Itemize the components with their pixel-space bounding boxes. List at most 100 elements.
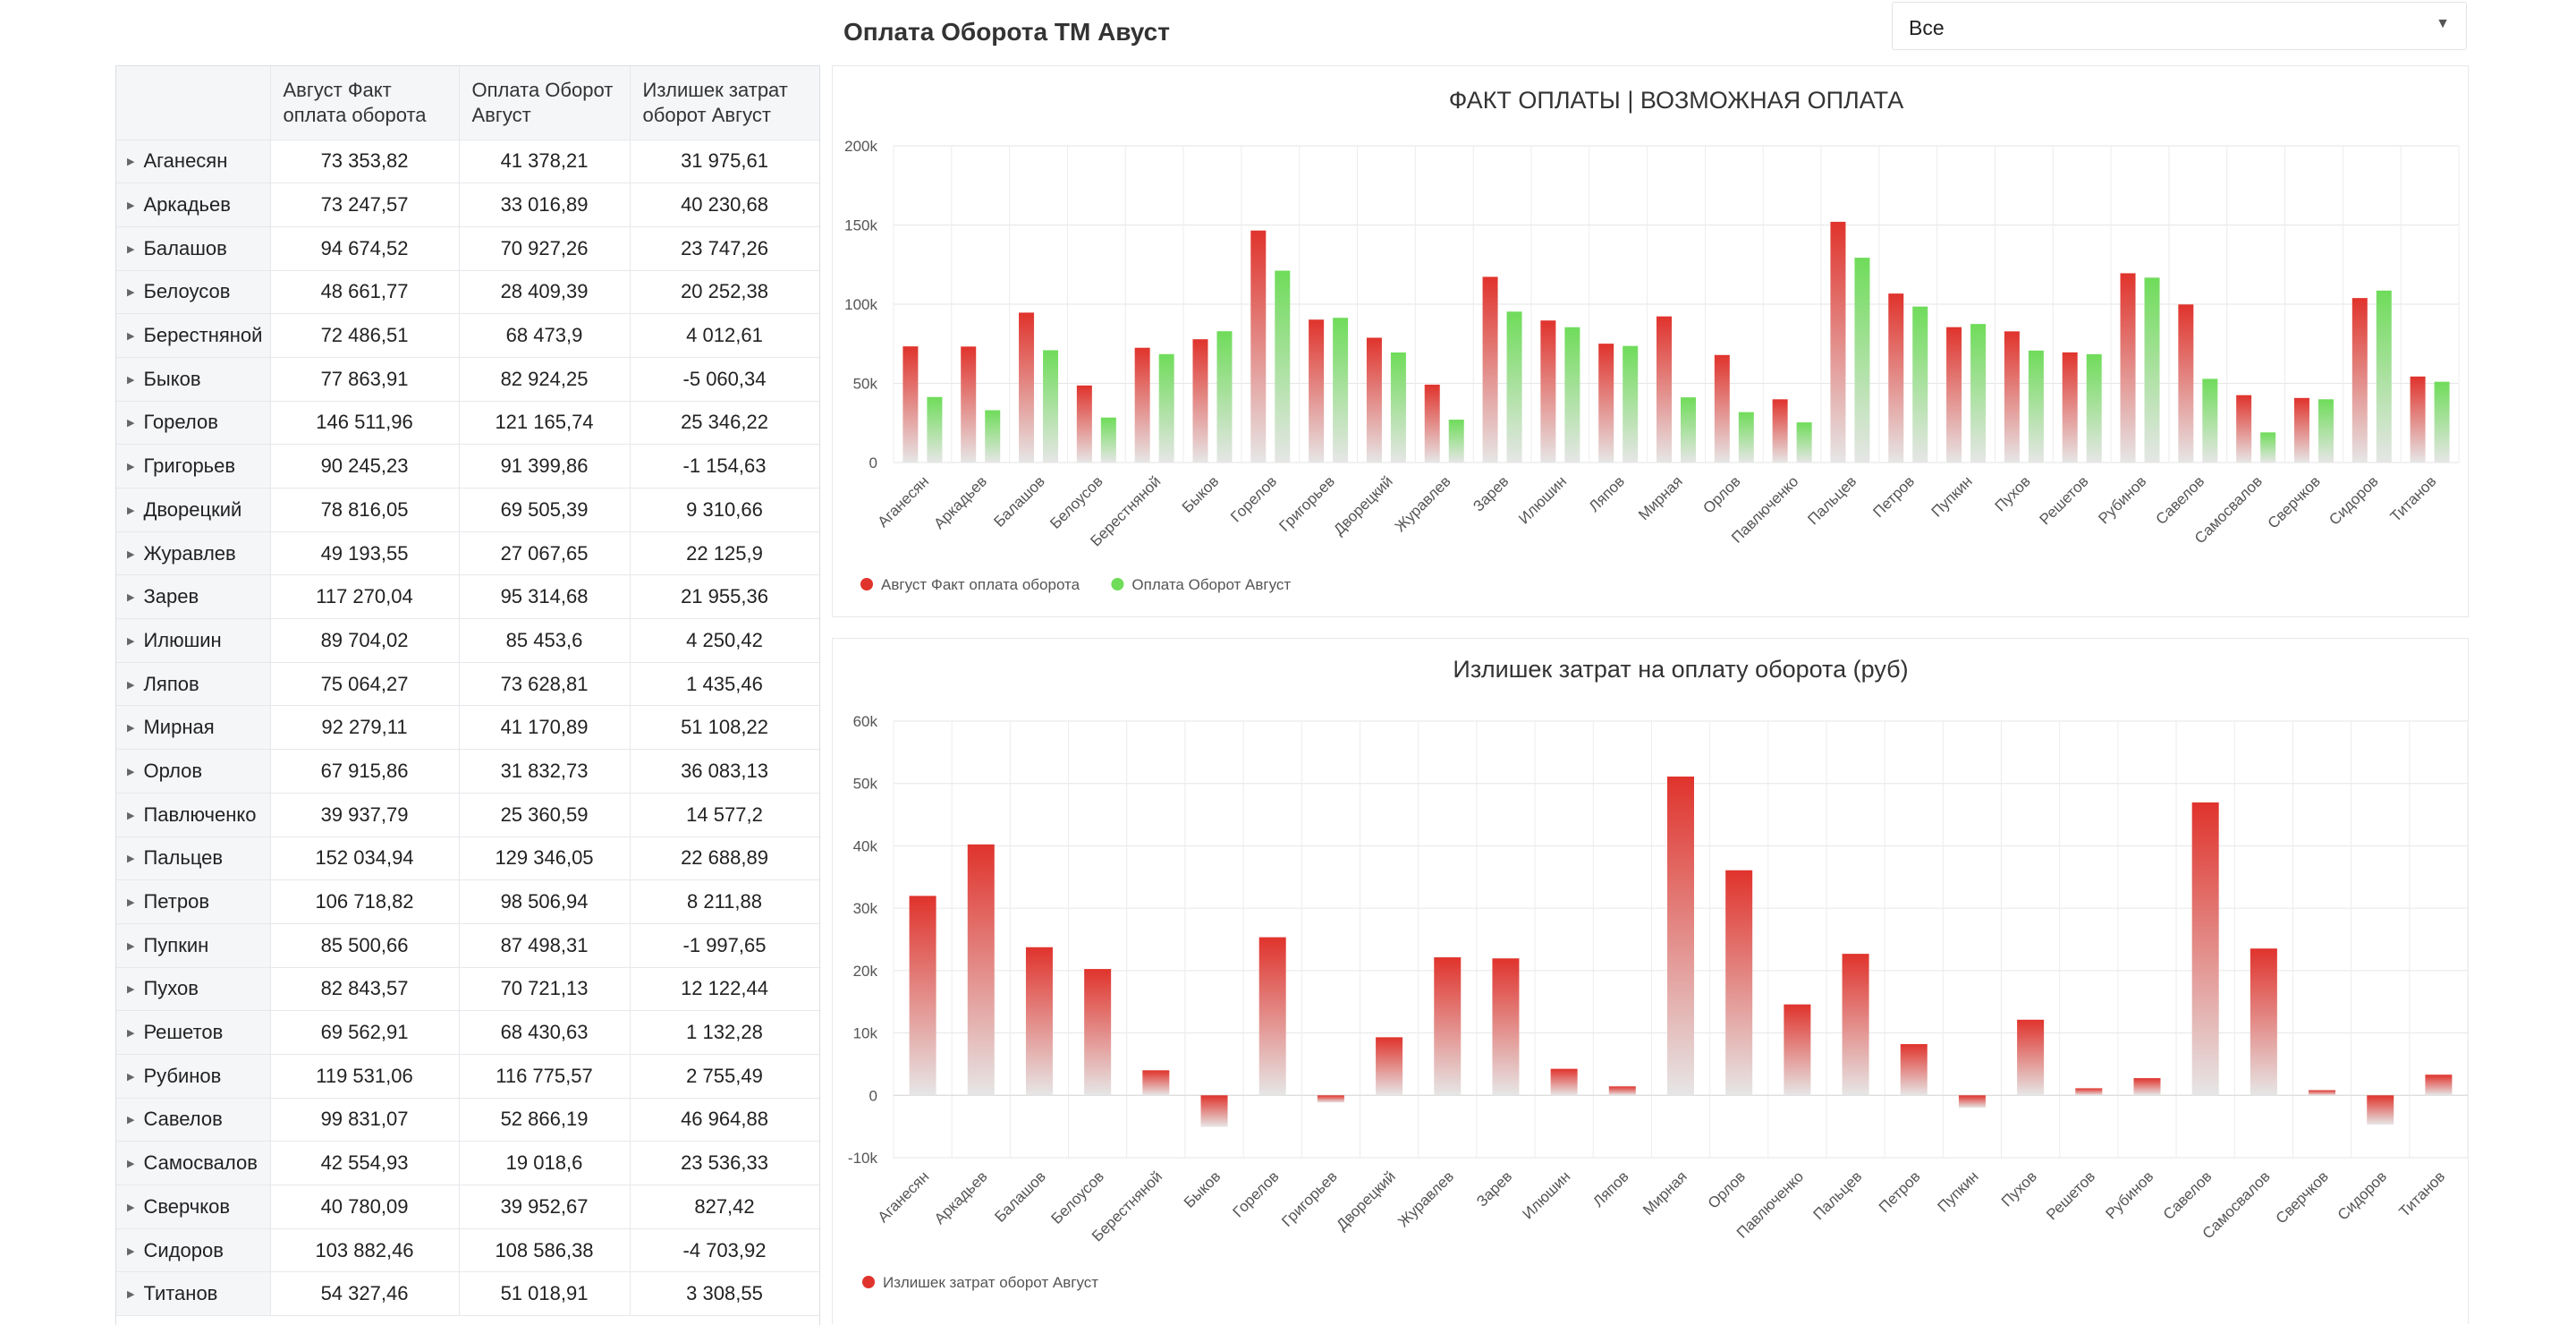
row-header[interactable]: ▶ Павлюченко [116,793,271,837]
bar[interactable] [1667,776,1694,1096]
expand-triangle-icon[interactable]: ▶ [127,418,135,429]
bar[interactable] [1506,311,1522,463]
bar[interactable] [1100,417,1116,463]
bar[interactable] [2075,1088,2103,1096]
bar[interactable] [1200,1095,1228,1127]
row-header[interactable]: ▶ Мирная [116,705,271,751]
bar[interactable] [1796,422,1812,463]
bar[interactable] [2178,304,2194,463]
bar[interactable] [1019,312,1035,463]
bar[interactable] [1216,331,1233,463]
row-header[interactable]: ▶ Горелов [116,401,271,446]
expand-triangle-icon[interactable]: ▶ [127,331,135,343]
bar[interactable] [1142,1070,1170,1096]
bar[interactable] [1390,352,1406,463]
row-header[interactable]: ▶ Зарев [116,574,271,620]
expand-triangle-icon[interactable]: ▶ [127,1071,135,1083]
row-header[interactable]: ▶ Аганесян [116,140,271,184]
bar[interactable] [1448,420,1464,463]
bar[interactable] [1598,344,1614,463]
expand-triangle-icon[interactable]: ▶ [127,897,135,909]
row-header[interactable]: ▶ Балашов [116,226,271,271]
row-header[interactable]: ▶ Сидоров [116,1228,271,1273]
bar[interactable] [1830,221,1846,463]
bar[interactable] [2250,948,2277,1096]
bar[interactable] [967,844,995,1096]
bar[interactable] [1608,1086,1636,1096]
legend-label[interactable]: Оплата Оборот Август [1131,576,1291,593]
row-header[interactable]: ▶ Самосвалов [116,1141,271,1185]
bar[interactable] [2376,290,2392,463]
row-header[interactable]: ▶ Рубинов [116,1054,271,1099]
column-header[interactable]: Август Факт оплата оборота [270,66,460,140]
bar[interactable] [1564,327,1580,463]
expand-triangle-icon[interactable]: ▶ [127,1245,135,1257]
bar[interactable] [1084,969,1112,1096]
bar[interactable] [1681,397,1696,463]
bar[interactable] [2086,353,2102,463]
legend-marker[interactable] [860,578,873,590]
legend-marker[interactable] [862,1276,875,1288]
row-header[interactable]: ▶ Пупкин [116,923,271,968]
bar[interactable] [1900,1044,1928,1096]
bar[interactable] [985,410,1001,463]
expand-triangle-icon[interactable]: ▶ [127,243,135,255]
expand-triangle-icon[interactable]: ▶ [127,1115,135,1126]
bar[interactable] [1540,320,1556,463]
bar[interactable] [1434,957,1462,1096]
expand-triangle-icon[interactable]: ▶ [127,984,135,996]
bar[interactable] [1725,870,1753,1096]
bar[interactable] [2260,432,2276,463]
bar[interactable] [1043,350,1059,463]
bar[interactable] [1946,327,1962,463]
bar[interactable] [1250,230,1267,463]
expand-triangle-icon[interactable]: ▶ [127,462,135,473]
bar[interactable] [2062,352,2078,463]
bar[interactable] [2351,298,2368,463]
expand-triangle-icon[interactable]: ▶ [127,635,135,647]
bar[interactable] [2236,395,2252,463]
bar[interactable] [1623,345,1639,463]
bar[interactable] [1842,954,1869,1096]
bar[interactable] [2120,273,2136,463]
bar[interactable] [902,346,919,463]
expand-triangle-icon[interactable]: ▶ [127,766,135,777]
bar[interactable] [2004,331,2020,463]
row-header[interactable]: ▶ Быков [116,357,271,402]
bar[interactable] [1158,353,1174,463]
bar[interactable] [2309,1090,2336,1096]
expand-triangle-icon[interactable]: ▶ [127,1159,135,1170]
expand-triangle-icon[interactable]: ▶ [127,374,135,386]
bar[interactable] [1970,324,1987,463]
row-header[interactable]: ▶ Дворецкий [116,488,271,532]
expand-triangle-icon[interactable]: ▶ [127,548,135,560]
bar[interactable] [2410,376,2426,463]
expand-triangle-icon[interactable]: ▶ [127,200,135,212]
row-header[interactable]: ▶ Берестняной [116,313,271,358]
bar[interactable] [1958,1095,1986,1108]
bar[interactable] [1025,947,1053,1096]
expand-triangle-icon[interactable]: ▶ [127,505,135,516]
bar[interactable] [2425,1074,2453,1096]
row-header[interactable]: ▶ Петров [116,879,271,924]
bar[interactable] [1888,293,1904,463]
bar[interactable] [1714,354,1730,463]
expand-triangle-icon[interactable]: ▶ [127,1028,135,1040]
bar[interactable] [1192,339,1208,463]
bar[interactable] [927,396,943,463]
expand-triangle-icon[interactable]: ▶ [127,287,135,299]
expand-triangle-icon[interactable]: ▶ [127,854,135,865]
expand-triangle-icon[interactable]: ▶ [127,679,135,691]
expand-triangle-icon[interactable]: ▶ [127,592,135,604]
expand-triangle-icon[interactable]: ▶ [127,810,135,821]
bar[interactable] [1912,306,1928,463]
bar[interactable] [1258,937,1286,1096]
bar[interactable] [2293,397,2309,463]
expand-triangle-icon[interactable]: ▶ [127,157,135,168]
bar[interactable] [2367,1095,2394,1125]
bar[interactable] [961,346,977,463]
bar[interactable] [2133,1078,2161,1096]
bar[interactable] [1738,412,1754,463]
legend-marker[interactable] [1111,578,1124,590]
bar[interactable] [1550,1068,1578,1096]
